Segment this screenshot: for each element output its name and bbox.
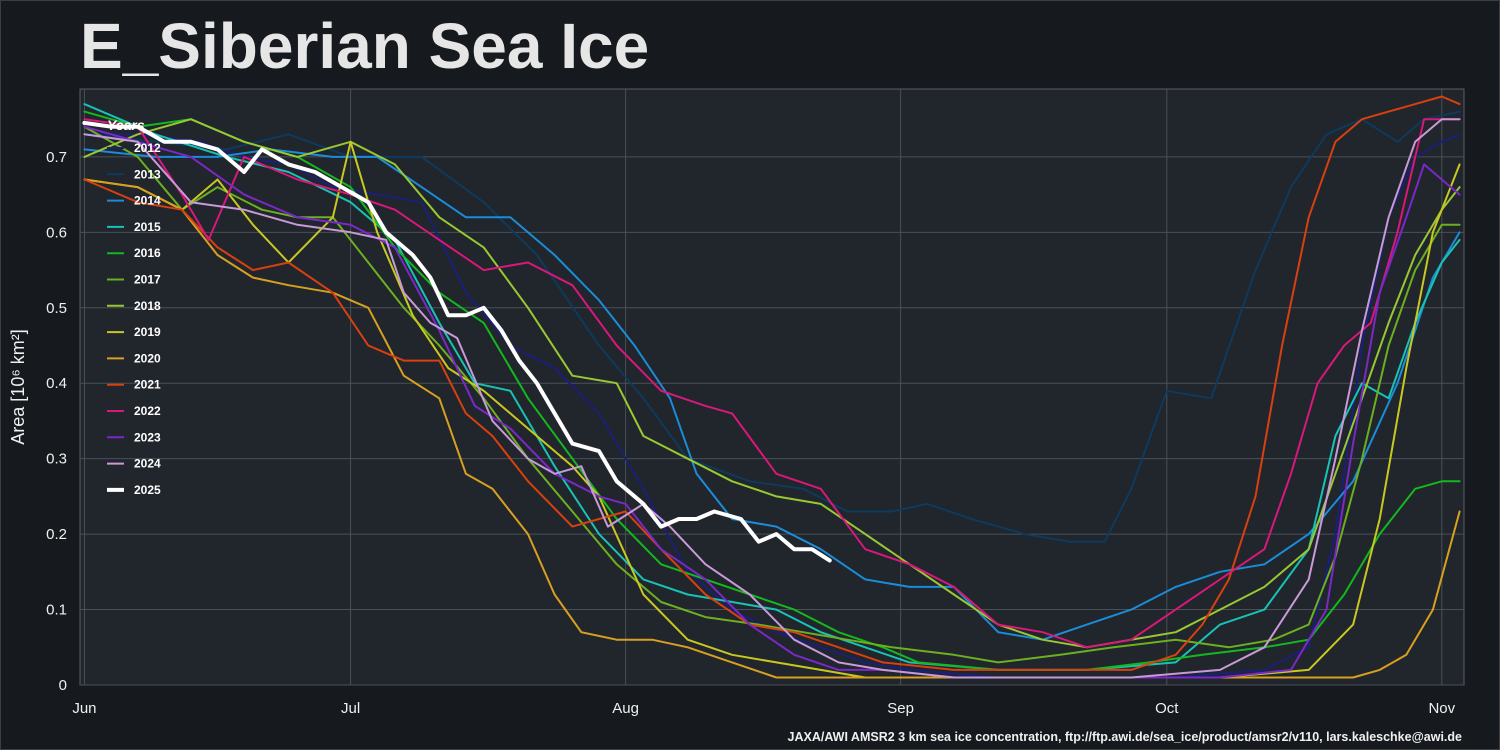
y-tick-label: 0.2 [46, 526, 67, 543]
x-tick-label: Aug [612, 700, 639, 717]
series-line-2013 [83, 110, 1461, 543]
y-tick-label: 0.5 [46, 300, 67, 317]
legend-label-2016: 2016 [134, 246, 161, 260]
y-tick-label: 0.3 [46, 451, 67, 468]
legend-label-2017: 2017 [134, 273, 161, 287]
legend-label-2018: 2018 [134, 299, 161, 313]
y-axis-ticks: 0 0.1 0.2 0.3 0.4 0.5 0.6 0.7 [46, 149, 67, 694]
plot-area [79, 88, 1465, 686]
legend-label-2019: 2019 [134, 325, 161, 339]
data-source-credit: JAXA/AWI AMSR2 3 km sea ice concentratio… [787, 730, 1463, 744]
series-line-2024 [83, 118, 1461, 679]
legend-label-2023: 2023 [134, 430, 161, 444]
x-tick-label: Jun [72, 700, 96, 717]
y-axis-label: Area [10⁶ km²] [8, 329, 28, 444]
legend-title: Years [107, 117, 145, 133]
legend-label-2012: 2012 [134, 141, 161, 155]
legend-label-2013: 2013 [134, 167, 161, 181]
legend-label-2022: 2022 [134, 404, 161, 418]
series-line-2022 [83, 118, 1461, 649]
legend: Years 2012 2013 2014 2015 2016 2017 2018 2019 202… [107, 117, 161, 497]
legend-label-2021: 2021 [134, 378, 161, 392]
chart-title: E_Siberian Sea Ice [80, 10, 650, 82]
legend-label-2024: 2024 [134, 457, 161, 471]
y-tick-label: 0.1 [46, 602, 67, 619]
legend-label-2020: 2020 [134, 351, 161, 365]
series-line-2025 [82, 120, 832, 563]
x-tick-label: Jul [341, 700, 360, 717]
y-tick-label: 0.6 [46, 224, 67, 241]
series-line-2014 [83, 148, 1461, 641]
legend-label-2025: 2025 [134, 483, 161, 497]
series-line-2020 [83, 178, 1461, 679]
y-tick-label: 0.4 [46, 375, 67, 392]
series-line-2023 [83, 125, 1461, 679]
series-line-2012 [83, 133, 1461, 679]
legend-label-2015: 2015 [134, 220, 161, 234]
x-tick-label: Sep [887, 700, 914, 717]
x-axis-ticks: Jun Jul Aug Sep Oct Nov [72, 700, 1455, 717]
y-tick-label: 0.7 [46, 149, 67, 166]
x-tick-label: Nov [1428, 700, 1455, 717]
x-tick-label: Oct [1155, 700, 1179, 717]
legend-label-2014: 2014 [134, 194, 161, 208]
series-line-2017 [83, 125, 1461, 664]
series-lines [82, 95, 1461, 679]
y-tick-label: 0 [59, 677, 67, 694]
